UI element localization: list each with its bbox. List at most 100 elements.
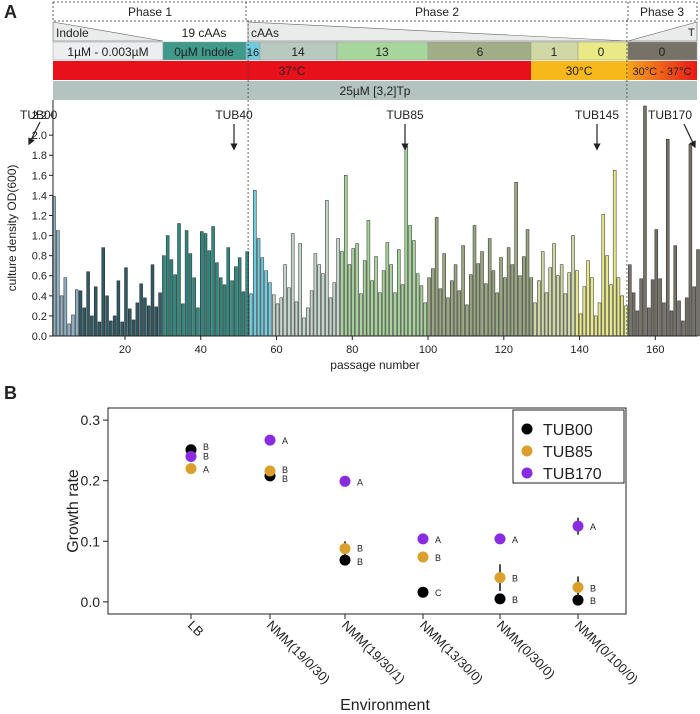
bar-passage-143 bbox=[590, 277, 594, 337]
phase-1-label: Phase 1 bbox=[128, 5, 172, 19]
tp-label: 25µM [3,2]Tp bbox=[340, 84, 411, 98]
temp-37-label: 37°C bbox=[279, 64, 306, 78]
bar-passage-85 bbox=[370, 280, 374, 337]
bar-passage-135 bbox=[559, 264, 564, 337]
significance-letter-tub85: B bbox=[512, 574, 518, 584]
bar-passage-147 bbox=[605, 255, 609, 337]
significance-letter-tub170: A bbox=[512, 535, 518, 545]
bar-passage-162 bbox=[662, 302, 666, 337]
bar-y-tick-label: 0.0 bbox=[32, 331, 47, 343]
bar-passage-139 bbox=[575, 270, 579, 337]
bar-passage-157 bbox=[643, 105, 647, 337]
phase-2-label: Phase 2 bbox=[415, 5, 459, 19]
growth-x-axis-label: Environment bbox=[340, 697, 430, 714]
bar-passage-60 bbox=[275, 303, 280, 337]
bar-passage-20 bbox=[124, 267, 128, 337]
bar-passage-112 bbox=[472, 225, 477, 337]
bar-passage-39 bbox=[196, 307, 200, 337]
bar-passage-59 bbox=[272, 294, 276, 337]
bar-y-tick-label: 1.6 bbox=[32, 170, 47, 182]
bar-passage-122 bbox=[510, 264, 515, 337]
significance-letter-tub170: B bbox=[203, 451, 209, 461]
bar-passage-89 bbox=[385, 242, 390, 337]
growth-x-tick-label: NMM(19/30/1) bbox=[339, 618, 408, 687]
bar-passage-171 bbox=[696, 249, 700, 337]
bar-passage-36 bbox=[184, 230, 189, 337]
bar-passage-81 bbox=[355, 243, 359, 337]
bar-passage-19 bbox=[120, 321, 124, 337]
bar-passage-102 bbox=[434, 217, 439, 337]
bar-y-tick-label: 1.0 bbox=[32, 231, 47, 243]
caas-label: cAAs bbox=[251, 26, 279, 40]
panel-label-a: A bbox=[4, 2, 17, 22]
significance-letter-tub00: B bbox=[357, 557, 363, 567]
temp-30-label: 30°C bbox=[566, 64, 593, 78]
annotation-tub145: TUB145 bbox=[575, 108, 619, 122]
bar-passage-87 bbox=[378, 292, 382, 337]
caa-count-14: 14 bbox=[291, 45, 305, 59]
bar-passage-110 bbox=[465, 304, 469, 337]
annotation-arrow-tub00 bbox=[28, 121, 41, 146]
bar-y-tick-label: 2.2 bbox=[32, 110, 47, 122]
bar-passage-78 bbox=[343, 175, 348, 337]
bar-passage-88 bbox=[381, 270, 386, 337]
significance-letter-tub00: C bbox=[435, 588, 442, 598]
bar-passage-70 bbox=[313, 253, 318, 337]
bar-passage-148 bbox=[609, 284, 613, 337]
bar-passage-38 bbox=[192, 277, 196, 337]
point-tub00 bbox=[572, 594, 584, 606]
annotation-tub85: TUB85 bbox=[386, 108, 424, 122]
growth-y-tick-label: 0.1 bbox=[81, 533, 101, 549]
bar-passage-43 bbox=[211, 226, 215, 337]
bar-passage-163 bbox=[665, 138, 670, 337]
bar-y-tick-label: 1.8 bbox=[32, 150, 47, 162]
bar-passage-111 bbox=[468, 274, 473, 337]
bar-passage-119 bbox=[499, 257, 503, 337]
bar-passage-90 bbox=[389, 264, 393, 337]
bar-passage-107 bbox=[453, 264, 458, 337]
caas19-label: 19 cAAs bbox=[182, 26, 227, 40]
legend-marker-tub00 bbox=[521, 423, 533, 435]
bar-passage-96 bbox=[412, 240, 416, 337]
bar-passage-158 bbox=[647, 307, 651, 337]
point-tub170 bbox=[494, 533, 506, 545]
growth-chart: 0.00.10.20.3LB NMM(19/0/30) NMM(19/30/1) NM… bbox=[65, 407, 641, 714]
caa-count-1: 1 bbox=[551, 45, 558, 59]
bar-passage-28 bbox=[154, 306, 158, 337]
bar-passage-121 bbox=[506, 247, 511, 337]
significance-letter-tub170: A bbox=[435, 535, 441, 545]
bar-passage-3 bbox=[59, 295, 64, 337]
bar-passage-83 bbox=[362, 260, 367, 337]
bar-y-tick-label: 0.6 bbox=[32, 271, 47, 283]
annotation-tub170: TUB170 bbox=[648, 108, 692, 122]
bar-passage-54 bbox=[253, 190, 257, 337]
bar-passage-133 bbox=[552, 243, 556, 337]
point-tub170 bbox=[417, 533, 429, 545]
point-tub85 bbox=[494, 572, 506, 584]
point-tub170 bbox=[264, 434, 276, 446]
bar-passage-55 bbox=[256, 238, 261, 337]
bar-passage-108 bbox=[457, 290, 462, 337]
bar-x-tick-label: 140 bbox=[570, 344, 588, 356]
legend-label-tub00: TUB00 bbox=[543, 422, 593, 439]
bar-passage-35 bbox=[181, 303, 185, 337]
bar-y-tick-label: 2.0 bbox=[32, 130, 47, 142]
point-tub00 bbox=[339, 554, 351, 566]
bar-passage-155 bbox=[635, 310, 640, 337]
bar-passage-47 bbox=[226, 247, 230, 337]
bar-passage-34 bbox=[177, 223, 181, 337]
temp-30-band bbox=[531, 61, 628, 80]
bar-passage-166 bbox=[677, 300, 681, 337]
bar-passage-144 bbox=[594, 315, 598, 337]
bar-passage-44 bbox=[215, 262, 219, 337]
bar-passage-153 bbox=[628, 264, 632, 337]
bar-passage-93 bbox=[400, 284, 405, 337]
header-wedges: Indole 19 cAAs cAAs T bbox=[52, 21, 698, 42]
bar-passage-37 bbox=[188, 253, 193, 337]
bar-x-tick-label: 60 bbox=[270, 344, 282, 356]
temp-ramp-label: 30°C - 37°C bbox=[633, 66, 692, 78]
header-phases: Phase 1 Phase 2 Phase 3 bbox=[52, 1, 698, 22]
bar-passage-114 bbox=[480, 251, 484, 337]
bar-passage-13 bbox=[97, 321, 102, 337]
